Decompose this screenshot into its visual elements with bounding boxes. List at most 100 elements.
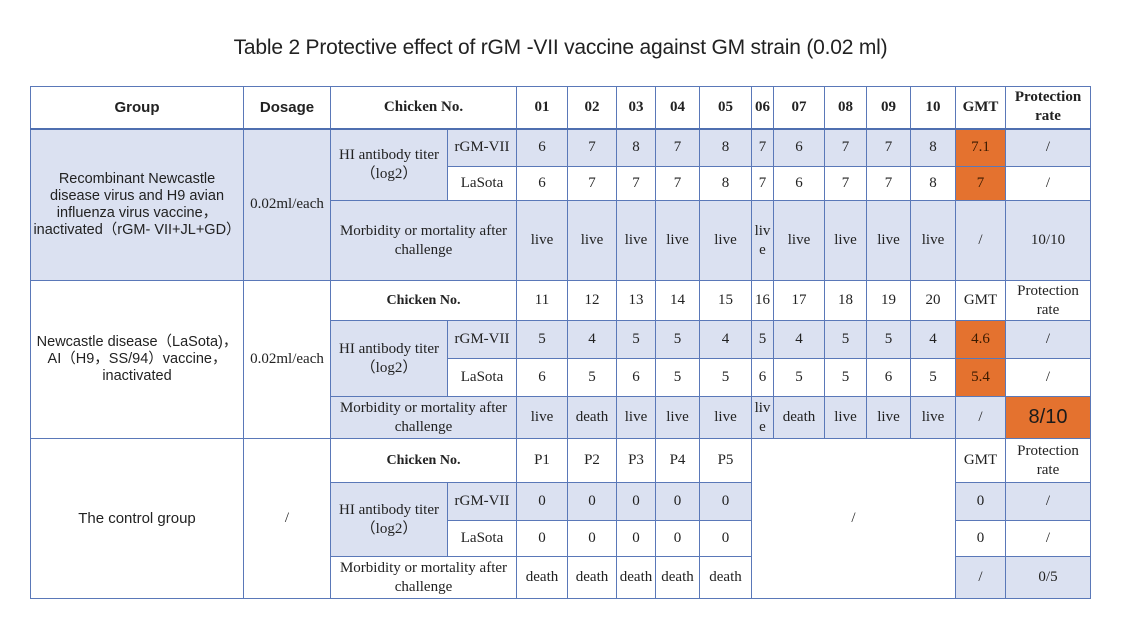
cell: death	[699, 556, 752, 599]
cell: 5	[866, 320, 911, 359]
cell: /	[955, 396, 1006, 439]
cell: 14	[655, 280, 700, 321]
group2-chicken-row: Newcastle disease（LaSota)，AI（H9，SS/94）va…	[30, 280, 1091, 439]
cell: 6	[773, 166, 825, 201]
header-dosage: Dosage	[243, 86, 331, 129]
cell: 0	[699, 520, 752, 557]
cell: death	[616, 556, 656, 599]
cell: 7	[751, 166, 774, 201]
cell: 7	[824, 166, 867, 201]
cell: live	[616, 396, 656, 439]
cell: 19	[866, 280, 911, 321]
morbidity-label: Morbidity or mortality after challenge	[330, 556, 517, 599]
cell: /	[955, 200, 1006, 281]
cell: 0	[616, 482, 656, 521]
gmt-highlight: 7.1	[955, 127, 1006, 167]
group1-name: Recombinant Newcastle disease virus and …	[30, 127, 244, 281]
cell: 4	[699, 320, 752, 359]
chicken-no-label: Chicken No.	[330, 280, 517, 321]
cell: live	[751, 396, 774, 439]
cell: /	[1005, 166, 1091, 201]
protection-highlight: 8/10	[1005, 396, 1091, 439]
cell: 4	[773, 320, 825, 359]
cell: 8	[616, 127, 656, 167]
cell: live	[699, 200, 752, 281]
cell: 6	[773, 127, 825, 167]
cell: live	[655, 396, 700, 439]
cell: 5	[616, 320, 656, 359]
cell: 0	[616, 520, 656, 557]
group2-outcome-row: Morbidity or mortality after challenge l…	[30, 396, 1091, 439]
cell: /	[1005, 127, 1091, 167]
header-gmt: GMT	[955, 86, 1006, 129]
cell: 5	[567, 358, 617, 397]
rgm-label: rGM-VII	[447, 482, 517, 521]
cell: 0	[955, 520, 1006, 557]
cell: live	[910, 200, 956, 281]
cell: 5	[824, 320, 867, 359]
cell: 18	[824, 280, 867, 321]
cell: 12	[567, 280, 617, 321]
cell: 5	[655, 358, 700, 397]
group2-dosage: 0.02ml/each	[243, 280, 331, 439]
cell: 7	[567, 166, 617, 201]
cell: /	[955, 556, 1006, 599]
cell: 17	[773, 280, 825, 321]
cell: live	[824, 396, 867, 439]
header-col: 06	[751, 86, 774, 129]
cell: 0	[699, 482, 752, 521]
cell: 8	[699, 127, 752, 167]
rgm-label: rGM-VII	[447, 127, 517, 167]
cell: 13	[616, 280, 656, 321]
header-col: 07	[773, 86, 825, 129]
header-col: 10	[910, 86, 956, 129]
cell: 7	[616, 166, 656, 201]
cell: live	[773, 200, 825, 281]
gmt-label: GMT	[955, 438, 1006, 483]
hi-titer-label: HI antibody titer（log2）	[330, 482, 448, 557]
gmt-highlight: 7	[955, 166, 1006, 201]
group1-lasota-row: LaSota 6 7 7 7 8 7 6 7 7 8 7 /	[30, 166, 1091, 201]
cell: 0	[955, 482, 1006, 521]
header-row: Group Dosage Chicken No. 01 02 03 04 05 …	[30, 86, 1091, 129]
lasota-label: LaSota	[447, 358, 517, 397]
lasota-label: LaSota	[447, 520, 517, 557]
table-title: Table 2 Protective effect of rGM -VII va…	[233, 36, 888, 59]
cell: 0	[567, 520, 617, 557]
cell: 7	[655, 127, 700, 167]
protection-rate-label: Protection rate	[1005, 280, 1091, 321]
cell: 5	[751, 320, 774, 359]
cell: live	[516, 200, 568, 281]
cell: death	[773, 396, 825, 439]
cell: 11	[516, 280, 568, 321]
cell: live	[616, 200, 656, 281]
cell: 6	[516, 127, 568, 167]
cell: 5	[910, 358, 956, 397]
cell: live	[699, 396, 752, 439]
cell: /	[1005, 520, 1091, 557]
morbidity-label: Morbidity or mortality after challenge	[330, 200, 517, 281]
cell: 7	[866, 127, 911, 167]
cell: death	[516, 556, 568, 599]
header-group: Group	[30, 86, 244, 129]
cell: 8	[910, 127, 956, 167]
cell: live	[910, 396, 956, 439]
cell: 4	[567, 320, 617, 359]
cell: live	[824, 200, 867, 281]
cell: 5	[773, 358, 825, 397]
hi-titer-label: HI antibody titer（log2）	[330, 127, 448, 201]
lasota-label: LaSota	[447, 166, 517, 201]
header-col: 03	[616, 86, 656, 129]
group3-chicken-row: The control group / Chicken No. P1 P2 P3…	[30, 438, 1091, 599]
group3-name: The control group	[30, 438, 244, 599]
cell: P5	[699, 438, 752, 483]
cell: 5	[699, 358, 752, 397]
cell: 15	[699, 280, 752, 321]
gmt-label: GMT	[955, 280, 1006, 321]
cell: 7	[866, 166, 911, 201]
cell: live	[751, 200, 774, 281]
cell: 0	[567, 482, 617, 521]
cell: /	[1005, 320, 1091, 359]
header-col: 02	[567, 86, 617, 129]
cell: 0	[655, 482, 700, 521]
